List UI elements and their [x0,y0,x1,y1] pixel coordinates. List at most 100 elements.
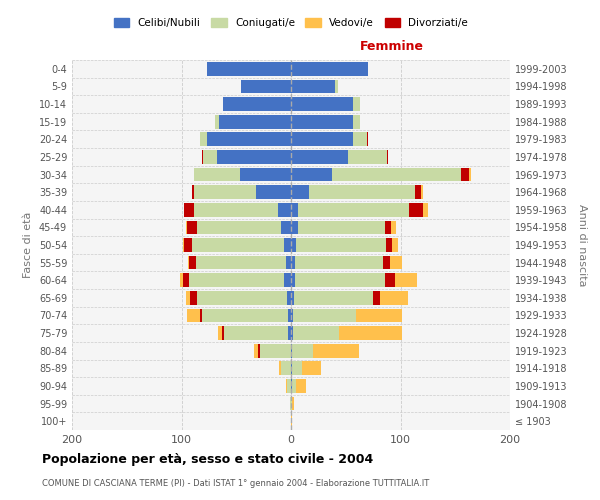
Bar [302,362,320,375]
Bar [424,203,428,216]
Bar [291,220,298,234]
Bar [189,274,284,287]
Bar [356,308,401,322]
Bar [409,203,424,216]
Bar [291,186,308,199]
Text: Popolazione per età, sesso e stato civile - 2004: Popolazione per età, sesso e stato civil… [42,452,373,466]
Bar [392,238,398,252]
Bar [291,274,295,287]
Legend: Celibi/Nubili, Coniugati/e, Vedovi/e, Divorziati/e: Celibi/Nubili, Coniugati/e, Vedovi/e, Di… [110,14,472,32]
Bar [291,62,368,76]
Bar [415,186,421,199]
Bar [206,62,291,76]
Bar [296,238,386,252]
Y-axis label: Fasce di età: Fasce di età [23,212,33,278]
Bar [215,115,219,128]
Bar [291,168,332,181]
Bar [291,80,335,94]
Bar [291,379,292,393]
Bar [469,168,470,181]
Bar [224,326,288,340]
Bar [193,238,284,252]
Bar [184,238,193,252]
Bar [291,238,296,252]
Bar [217,150,291,164]
Bar [281,220,291,234]
Bar [389,256,401,270]
Bar [291,291,294,304]
Bar [313,344,359,358]
Bar [184,203,194,216]
Bar [291,115,353,128]
Bar [339,326,401,340]
Bar [353,132,367,146]
Bar [461,168,469,181]
Bar [367,132,368,146]
Bar [188,256,189,270]
Bar [278,203,291,216]
Bar [308,186,415,199]
Bar [298,220,385,234]
Bar [385,220,391,234]
Bar [182,274,189,287]
Bar [292,396,294,410]
Bar [291,97,353,111]
Bar [194,186,256,199]
Text: COMUNE DI CASCIANA TERME (PI) - Dati ISTAT 1° gennaio 2004 - Elaborazione TUTTIT: COMUNE DI CASCIANA TERME (PI) - Dati IST… [42,479,429,488]
Bar [287,291,291,304]
Bar [181,274,182,287]
Bar [196,256,286,270]
Bar [203,150,217,164]
Bar [218,326,222,340]
Bar [295,274,385,287]
Bar [290,396,291,410]
Bar [291,326,293,340]
Bar [202,150,203,164]
Bar [200,308,202,322]
Bar [373,291,380,304]
Bar [193,186,194,199]
Bar [288,326,291,340]
Bar [291,308,293,322]
Bar [219,115,291,128]
Bar [383,256,389,270]
Bar [279,362,281,375]
Bar [186,291,190,304]
Bar [197,291,287,304]
Bar [200,132,206,146]
Bar [294,291,373,304]
Bar [385,274,395,287]
Bar [386,238,392,252]
Bar [197,220,281,234]
Bar [291,362,292,375]
Y-axis label: Anni di nascita: Anni di nascita [577,204,587,286]
Bar [194,203,278,216]
Bar [223,97,291,111]
Bar [260,344,291,358]
Bar [194,168,239,181]
Bar [286,256,291,270]
Bar [291,203,298,216]
Bar [291,256,295,270]
Bar [281,362,291,375]
Bar [189,256,196,270]
Bar [187,220,197,234]
Bar [241,80,291,94]
Bar [353,115,360,128]
Bar [348,150,388,164]
Bar [332,168,461,181]
Bar [206,132,291,146]
Bar [254,344,258,358]
Bar [284,238,291,252]
Bar [291,132,353,146]
Bar [291,344,292,358]
Bar [293,326,339,340]
Bar [190,291,197,304]
Bar [353,97,360,111]
Bar [292,344,313,358]
Bar [291,396,292,410]
Bar [395,274,417,287]
Bar [256,186,291,199]
Bar [292,379,296,393]
Bar [293,308,356,322]
